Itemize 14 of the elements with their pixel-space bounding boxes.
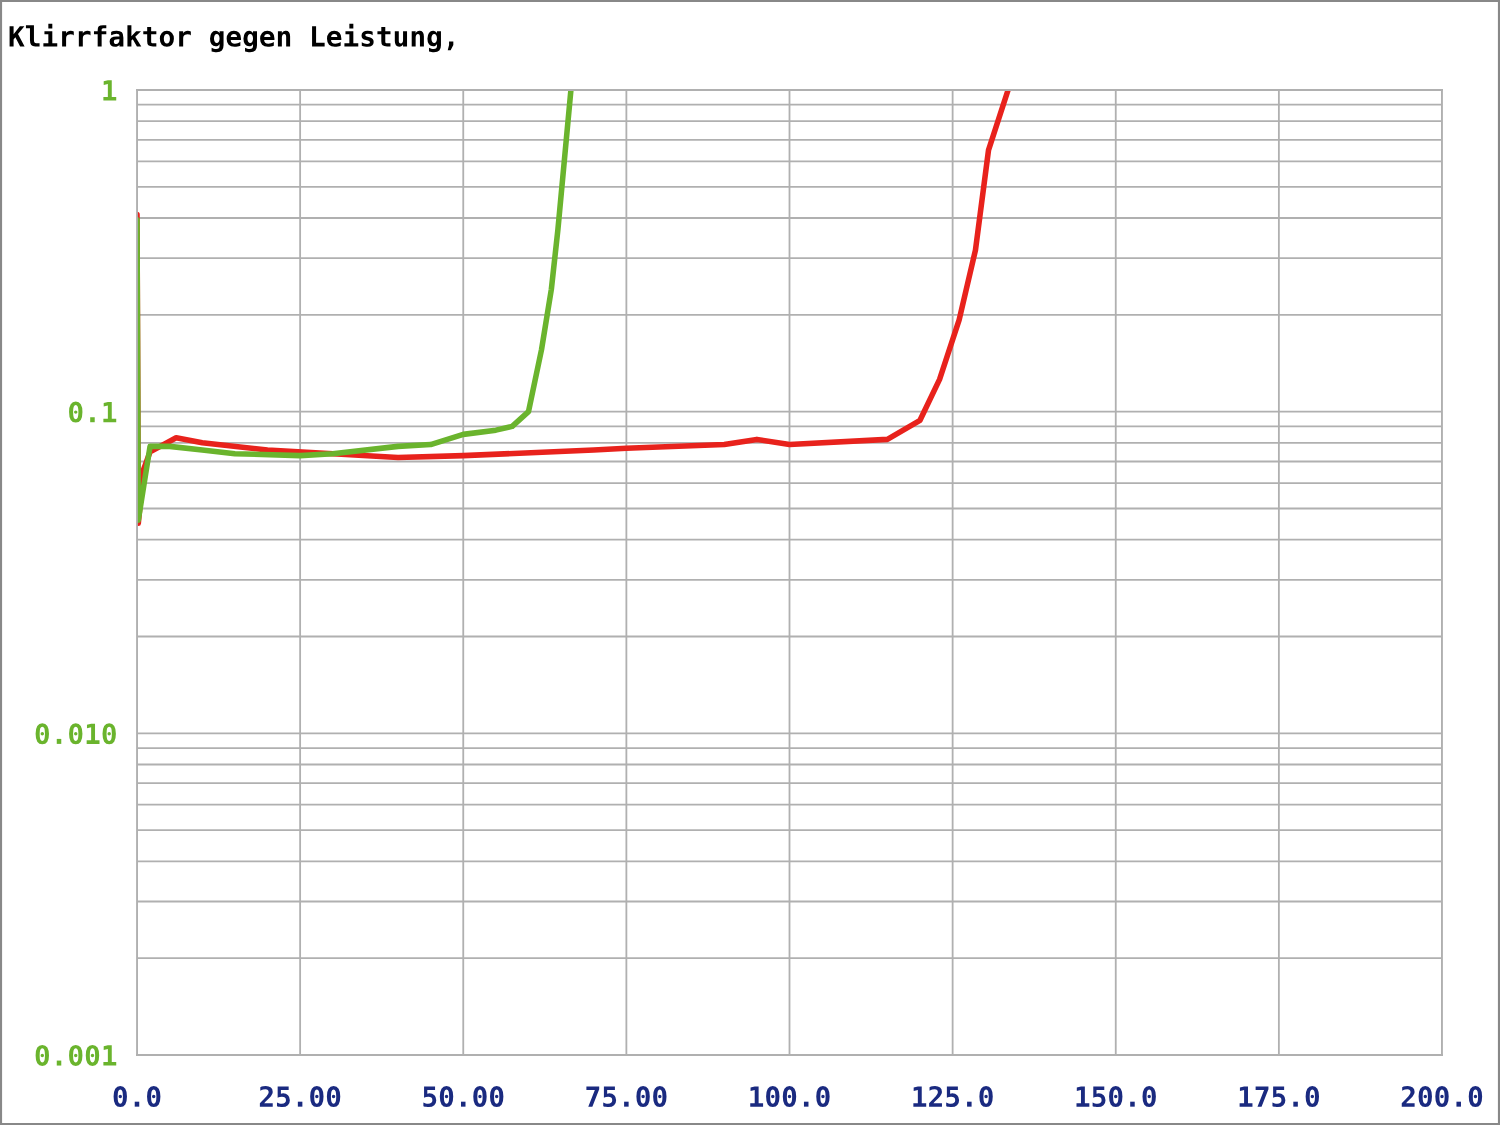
chart-title: Klirrfaktor gegen Leistung, [9, 23, 454, 53]
x-tick-label: 200.0 [1401, 1086, 1483, 1108]
y-tick-label: 0.001 [35, 1044, 117, 1066]
x-tick-label: 150.0 [1076, 1086, 1156, 1108]
x-tick-label: 100.0 [750, 1086, 830, 1108]
x-tick-label: 175.0 [1239, 1086, 1320, 1108]
y-tick-label: 0.010 [35, 723, 116, 745]
x-tick-label: 125.0 [913, 1086, 993, 1108]
x-tick-label: 75.00 [586, 1086, 667, 1108]
y-tick-label: 1 [103, 80, 117, 101]
x-tick-label: 50.00 [423, 1086, 504, 1108]
x-tick-label: 25.00 [259, 1086, 341, 1108]
y-tick-label: 0.1 [69, 401, 117, 423]
x-tick-label: 0.0 [113, 1086, 161, 1108]
